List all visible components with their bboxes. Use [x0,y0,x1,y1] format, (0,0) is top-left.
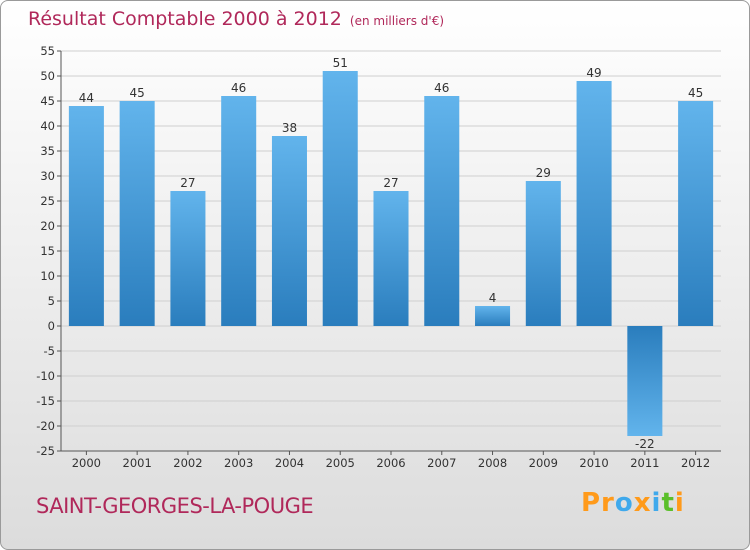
y-tick-label: -10 [36,369,55,383]
proxiti-logo: Proxiti [581,488,685,518]
x-tick-label: 2010 [579,456,608,470]
x-tick-label: 2012 [681,456,710,470]
x-tick-label: 2008 [478,456,507,470]
y-tick-label: 50 [40,69,55,83]
y-tick-label: 5 [48,294,55,308]
bar-2005 [322,71,358,326]
x-tick-label: 2002 [173,456,202,470]
bar-2000 [68,106,104,326]
x-tick-label: 2004 [275,456,304,470]
data-label: 46 [231,81,246,95]
y-tick-label: 45 [40,94,55,108]
bar-2007 [424,96,460,326]
data-label: 44 [79,91,94,105]
commune-name: SAINT-GEORGES-LA-POUGE [36,494,314,518]
x-tick-label: 2005 [326,456,355,470]
data-label: 27 [383,176,398,190]
bar-2012 [678,101,714,326]
chart-title-text: Résultat Comptable 2000 à 2012 [28,8,342,30]
bar-2002 [170,191,206,326]
y-tick-label: 0 [48,319,55,333]
y-tick-label: 55 [40,44,55,58]
x-tick-label: 2007 [427,456,456,470]
x-tick-label: 2003 [224,456,253,470]
data-label: 51 [333,56,348,70]
y-tick-label: 15 [40,244,55,258]
bar-2010 [576,81,612,326]
chart-unit: (en milliers d'€) [349,14,445,28]
data-label: 49 [586,66,601,80]
data-label: 4 [489,291,497,305]
x-tick-label: 2001 [123,456,152,470]
bar-2008 [475,306,511,326]
y-tick-label: 10 [40,269,55,283]
y-tick-label: -25 [36,444,55,458]
y-tick-label: 20 [40,219,55,233]
bar-2003 [221,96,257,326]
data-label: 29 [536,166,551,180]
data-label: -22 [635,437,655,451]
bar-2006 [373,191,409,326]
data-label: 45 [688,86,703,100]
bar-2004 [271,136,307,326]
y-tick-label: -5 [44,344,55,358]
x-tick-label: 2011 [630,456,659,470]
y-tick-label: 30 [40,169,55,183]
data-label: 38 [282,121,297,135]
x-tick-label: 2000 [72,456,101,470]
x-tick-label: 2006 [376,456,405,470]
y-tick-label: -15 [36,394,55,408]
y-tick-label: 40 [40,119,55,133]
y-tick-label: 25 [40,194,55,208]
y-tick-label: -20 [36,419,55,433]
bar-2001 [119,101,155,326]
y-tick-label: 35 [40,144,55,158]
chart-title: Résultat Comptable 2000 à 2012 (en millie… [28,8,444,30]
data-label: 46 [434,81,449,95]
bar-2009 [525,181,561,326]
bar-2011 [627,326,663,436]
data-label: 45 [130,86,145,100]
x-tick-label: 2009 [529,456,558,470]
data-label: 27 [180,176,195,190]
